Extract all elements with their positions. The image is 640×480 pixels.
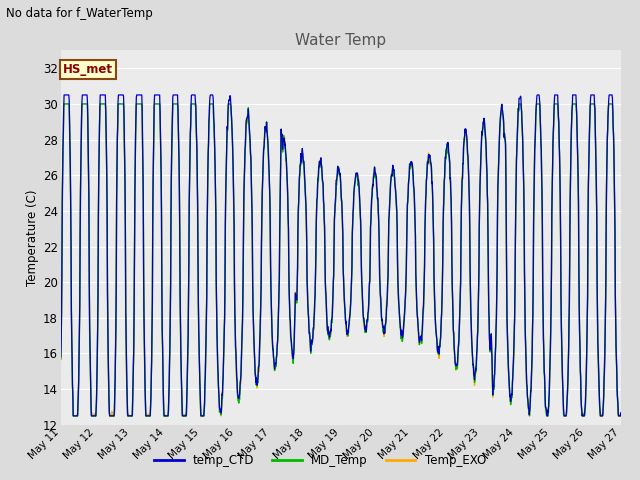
Title: Water Temp: Water Temp — [295, 33, 387, 48]
Text: No data for f_WaterTemp: No data for f_WaterTemp — [6, 7, 153, 20]
Y-axis label: Temperature (C): Temperature (C) — [26, 189, 39, 286]
Legend: temp_CTD, MD_Temp, Temp_EXO: temp_CTD, MD_Temp, Temp_EXO — [150, 449, 490, 472]
Text: HS_met: HS_met — [63, 63, 113, 76]
